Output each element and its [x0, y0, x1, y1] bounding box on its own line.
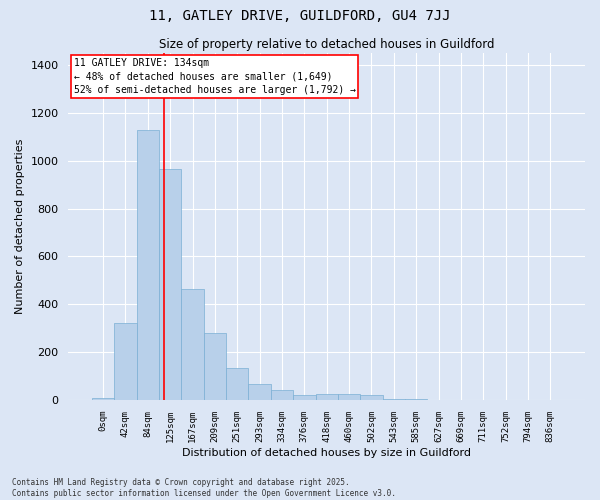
Text: Contains HM Land Registry data © Crown copyright and database right 2025.
Contai: Contains HM Land Registry data © Crown c… — [12, 478, 396, 498]
Bar — [271, 390, 293, 400]
Bar — [316, 394, 338, 400]
Bar — [383, 399, 405, 400]
Bar — [360, 395, 383, 400]
Bar — [204, 333, 226, 400]
Title: Size of property relative to detached houses in Guildford: Size of property relative to detached ho… — [159, 38, 494, 51]
Bar — [114, 324, 137, 400]
Bar — [92, 398, 114, 400]
X-axis label: Distribution of detached houses by size in Guildford: Distribution of detached houses by size … — [182, 448, 471, 458]
Bar — [181, 288, 204, 400]
Bar — [293, 394, 316, 400]
Bar — [226, 368, 248, 400]
Bar — [338, 394, 360, 400]
Text: 11 GATLEY DRIVE: 134sqm
← 48% of detached houses are smaller (1,649)
52% of semi: 11 GATLEY DRIVE: 134sqm ← 48% of detache… — [74, 58, 356, 94]
Y-axis label: Number of detached properties: Number of detached properties — [15, 139, 25, 314]
Text: 11, GATLEY DRIVE, GUILDFORD, GU4 7JJ: 11, GATLEY DRIVE, GUILDFORD, GU4 7JJ — [149, 9, 451, 23]
Bar — [137, 130, 159, 400]
Bar — [248, 384, 271, 400]
Bar — [159, 169, 181, 400]
